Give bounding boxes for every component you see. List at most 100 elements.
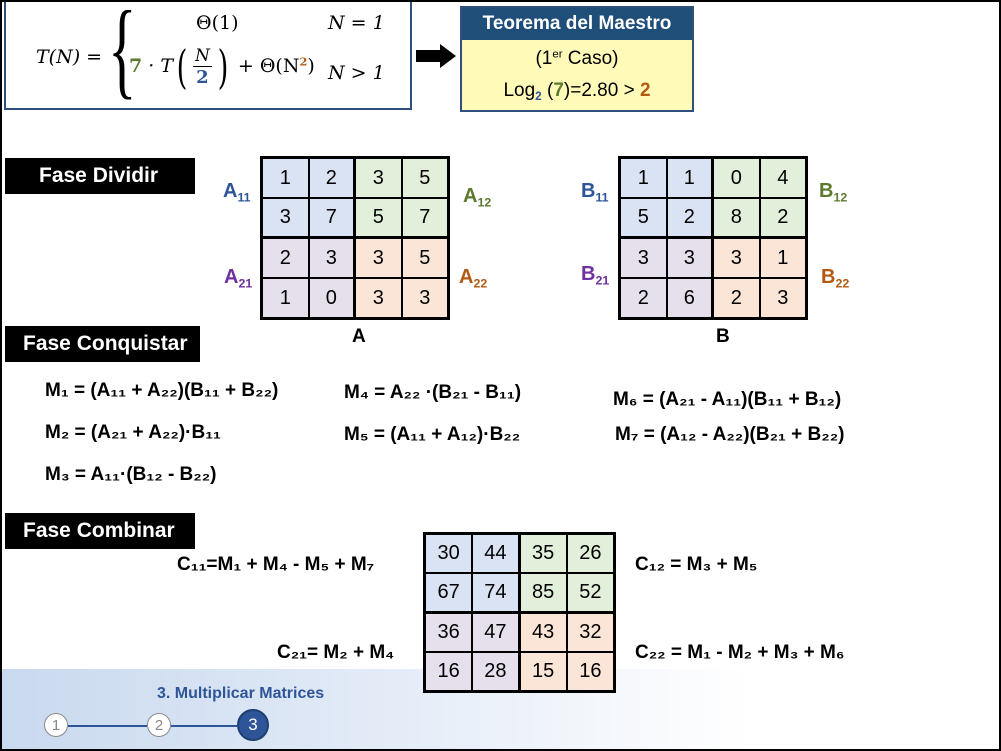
m2-text: M₂ = (A₂₁ + A₂₂)·B₁₁ xyxy=(45,422,221,443)
label-b12-sub: 12 xyxy=(833,190,848,205)
matrix-b-name: B xyxy=(716,326,730,347)
equation-m7: M₇ = (A₁₂ - A₂₂)(B₂₁ + B₂₂) xyxy=(615,424,844,446)
matrix-c-cell: 15 xyxy=(519,651,567,691)
label-a21-sub: 21 xyxy=(238,276,253,291)
matrix-a-cell: 0 xyxy=(308,278,355,318)
equation-c21: C₂₁= M₂ + M₄ xyxy=(277,642,394,664)
matrix-c-cell: 52 xyxy=(566,573,614,613)
matrix-c: 30 44 35 26 67 74 85 52 36 47 43 32 16 28 15 16 xyxy=(423,532,616,693)
matrix-c-cell: 28 xyxy=(472,651,520,691)
matrix-a-cell: 3 xyxy=(355,158,402,198)
c21-text: C₂₁= M₂ + M₄ xyxy=(277,642,395,663)
matrix-a-cell: 2 xyxy=(262,238,309,278)
label-a12: A12 xyxy=(463,185,492,210)
matrix-b-cell: 2 xyxy=(759,198,806,238)
matrix-c-cell: 43 xyxy=(519,612,567,652)
formula-case2-coef: 7 xyxy=(129,55,143,77)
matrix-a-cell: 1 xyxy=(262,158,309,198)
teorema-title: Teorema del Maestro xyxy=(462,8,692,40)
label-a22: A22 xyxy=(459,266,488,291)
label-b22-letter: B xyxy=(821,266,836,288)
m3-text: M₃ = A₁₁·(B₁₂ - B₂₂) xyxy=(45,464,217,485)
label-a21: A21 xyxy=(224,266,253,291)
label-a22-sub: 22 xyxy=(473,276,488,291)
m6-text: M₆ = (A₂₁ - A₁₁)(B₁₁ + B₁₂) xyxy=(613,389,842,410)
progress-step-title: 3. Multiplicar Matrices xyxy=(157,685,325,702)
matrix-b-cell: 1 xyxy=(759,238,806,278)
matrix-c-cell: 35 xyxy=(519,534,567,574)
c22-text: C₂₂ = M₁ - M₂ + M₃ + M₆ xyxy=(635,642,845,663)
formula-case1-cond: N = 1 xyxy=(328,12,385,34)
matrix-c-cell: 26 xyxy=(566,534,614,574)
matrix-c-cell: 47 xyxy=(472,612,520,652)
progress-step-3[interactable]: 3 xyxy=(237,709,269,741)
matrix-c-cell: 32 xyxy=(566,612,614,652)
matrix-b-cell: 0 xyxy=(713,158,760,198)
matrix-b-cell: 3 xyxy=(759,278,806,318)
label-a22-letter: A xyxy=(459,266,474,288)
matrix-c-cell: 85 xyxy=(519,573,567,613)
matrix-b-cell: 5 xyxy=(620,198,667,238)
teorema-case-close: Caso) xyxy=(562,48,619,69)
equation-c11: C₁₁=M₁ + M₄ - M₅ + M₇ xyxy=(177,554,374,576)
formula-case2-close: ) xyxy=(307,55,315,77)
matrix-c-cell: 36 xyxy=(425,612,473,652)
formula-case2-expr: 7 · T(N 2) + Θ(N2) xyxy=(129,44,315,90)
label-a11: A11 xyxy=(223,180,251,205)
matrix-a-cell: 2 xyxy=(308,158,355,198)
matrix-a-cell: 7 xyxy=(401,198,448,238)
m5-text: M₅ = (A₁₁ + A₁₂)·B₂₂ xyxy=(344,424,521,445)
matrix-c-cell: 30 xyxy=(425,534,473,574)
matrix-a-cell: 7 xyxy=(308,198,355,238)
label-a12-letter: A xyxy=(463,185,478,207)
matrix-b-cell: 2 xyxy=(666,198,713,238)
teorema-case-line: (1er Caso) xyxy=(462,48,692,70)
teorema-case-sup: er xyxy=(552,48,563,61)
matrix-b-cell: 4 xyxy=(759,158,806,198)
teorema-log-cmp: 2 xyxy=(639,80,651,101)
label-b11-letter: B xyxy=(581,180,596,202)
progress-line-2 xyxy=(171,725,237,727)
equation-m2: M₂ = (A₂₁ + A₂₂)·B₁₁ xyxy=(45,422,221,444)
label-a12-sub: 12 xyxy=(477,195,492,210)
matrix-c-cell: 16 xyxy=(566,651,614,691)
phase-combinar-banner: Fase Combinar xyxy=(5,513,195,549)
matrix-a-cell: 3 xyxy=(262,198,309,238)
matrix-b-cell: 3 xyxy=(666,238,713,278)
teorema-log-open: ( xyxy=(541,80,554,101)
progress-step-1[interactable]: 1 xyxy=(44,713,68,737)
right-arrow-icon xyxy=(416,44,456,68)
matrix-a-cell: 5 xyxy=(401,158,448,198)
matrix-c-cell: 67 xyxy=(425,573,473,613)
matrix-b-cell: 3 xyxy=(713,238,760,278)
formula-lhs: T(N) = xyxy=(36,46,103,68)
paren-close-icon: ) xyxy=(217,40,229,94)
equation-m5: M₅ = (A₁₁ + A₁₂)·B₂₂ xyxy=(344,424,520,446)
progress-step-2[interactable]: 2 xyxy=(147,713,171,737)
label-b22-sub: 22 xyxy=(835,276,850,291)
label-a11-sub: 11 xyxy=(237,190,251,205)
matrix-a-cell: 5 xyxy=(401,238,448,278)
equation-m1: M₁ = (A₁₁ + A₂₂)(B₁₁ + B₂₂) xyxy=(45,380,278,402)
equation-m3: M₃ = A₁₁·(B₁₂ - B₂₂) xyxy=(45,464,217,486)
matrix-a-cell: 1 xyxy=(262,278,309,318)
label-b21-letter: B xyxy=(581,263,596,285)
label-b11: B11 xyxy=(581,180,609,204)
matrix-c-cell: 16 xyxy=(425,651,473,691)
m4-text: M₄ = A₂₂ ·(B₂₁ - B₁₁) xyxy=(344,382,522,403)
formula-den: 2 xyxy=(196,67,209,88)
teorema-box: Teorema del Maestro (1er Caso) Log2 (7)=… xyxy=(460,6,694,112)
teorema-log: Log xyxy=(503,80,536,101)
matrix-c-cell: 74 xyxy=(472,573,520,613)
formula-case2-tail: + Θ(N xyxy=(237,55,300,77)
m1-text: M₁ = (A₁₁ + A₂₂)(B₁₁ + B₂₂) xyxy=(45,380,279,401)
label-b21: B21 xyxy=(581,263,609,287)
progress-line-1 xyxy=(68,725,147,727)
formula-num: N xyxy=(193,46,212,67)
equation-c12: C₁₂ = M₃ + M₅ xyxy=(635,554,757,576)
label-a21-letter: A xyxy=(224,266,239,288)
c12-text: C₁₂ = M₃ + M₅ xyxy=(635,554,758,575)
matrix-b-cell: 8 xyxy=(713,198,760,238)
